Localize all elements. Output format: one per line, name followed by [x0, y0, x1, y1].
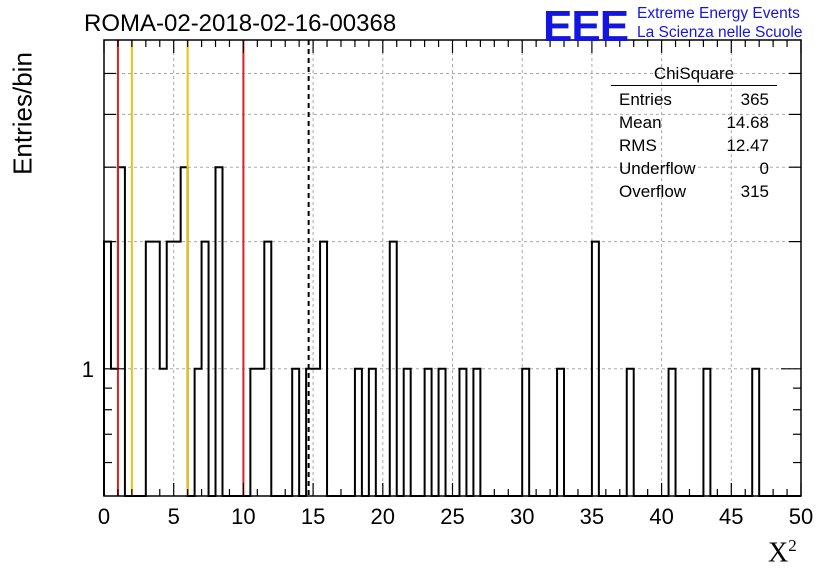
logo-line-2: La Scienza nelle Scuole [637, 24, 803, 41]
x-axis-label: X2 [768, 536, 797, 569]
x-tick-label: 20 [371, 504, 395, 529]
logo-line-1: Extreme Energy Events [637, 5, 800, 22]
chart-title: ROMA-02-2018-02-16-00368 [84, 10, 397, 37]
x-tick-label: 5 [168, 504, 180, 529]
x-tick-label: 15 [301, 504, 325, 529]
y-tick-label: 1 [82, 357, 94, 382]
x-tick-label: 0 [98, 504, 110, 529]
stats-row-overflow: Overflow 315 [619, 182, 769, 201]
stats-title: ChiSquare [611, 64, 777, 86]
stats-row-underflow: Underflow 0 [619, 159, 769, 178]
stats-row-entries: Entries 365 [619, 90, 769, 109]
x-tick-label: 45 [719, 504, 743, 529]
y-axis-label: Entries/bin [7, 52, 38, 175]
stats-row-mean: Mean 14.68 [619, 113, 769, 132]
x-tick-label: 50 [789, 504, 813, 529]
x-tick-label: 40 [649, 504, 673, 529]
x-tick-label: 10 [231, 504, 255, 529]
stats-row-rms: RMS 12.47 [619, 136, 769, 155]
eee-logo: EEE [543, 2, 629, 51]
x-tick-label: 30 [510, 504, 534, 529]
x-tick-label: 25 [440, 504, 464, 529]
stats-box: ChiSquare Entries 365 Mean 14.68 RMS 12.47 … [611, 64, 777, 203]
x-tick-label: 35 [580, 504, 604, 529]
